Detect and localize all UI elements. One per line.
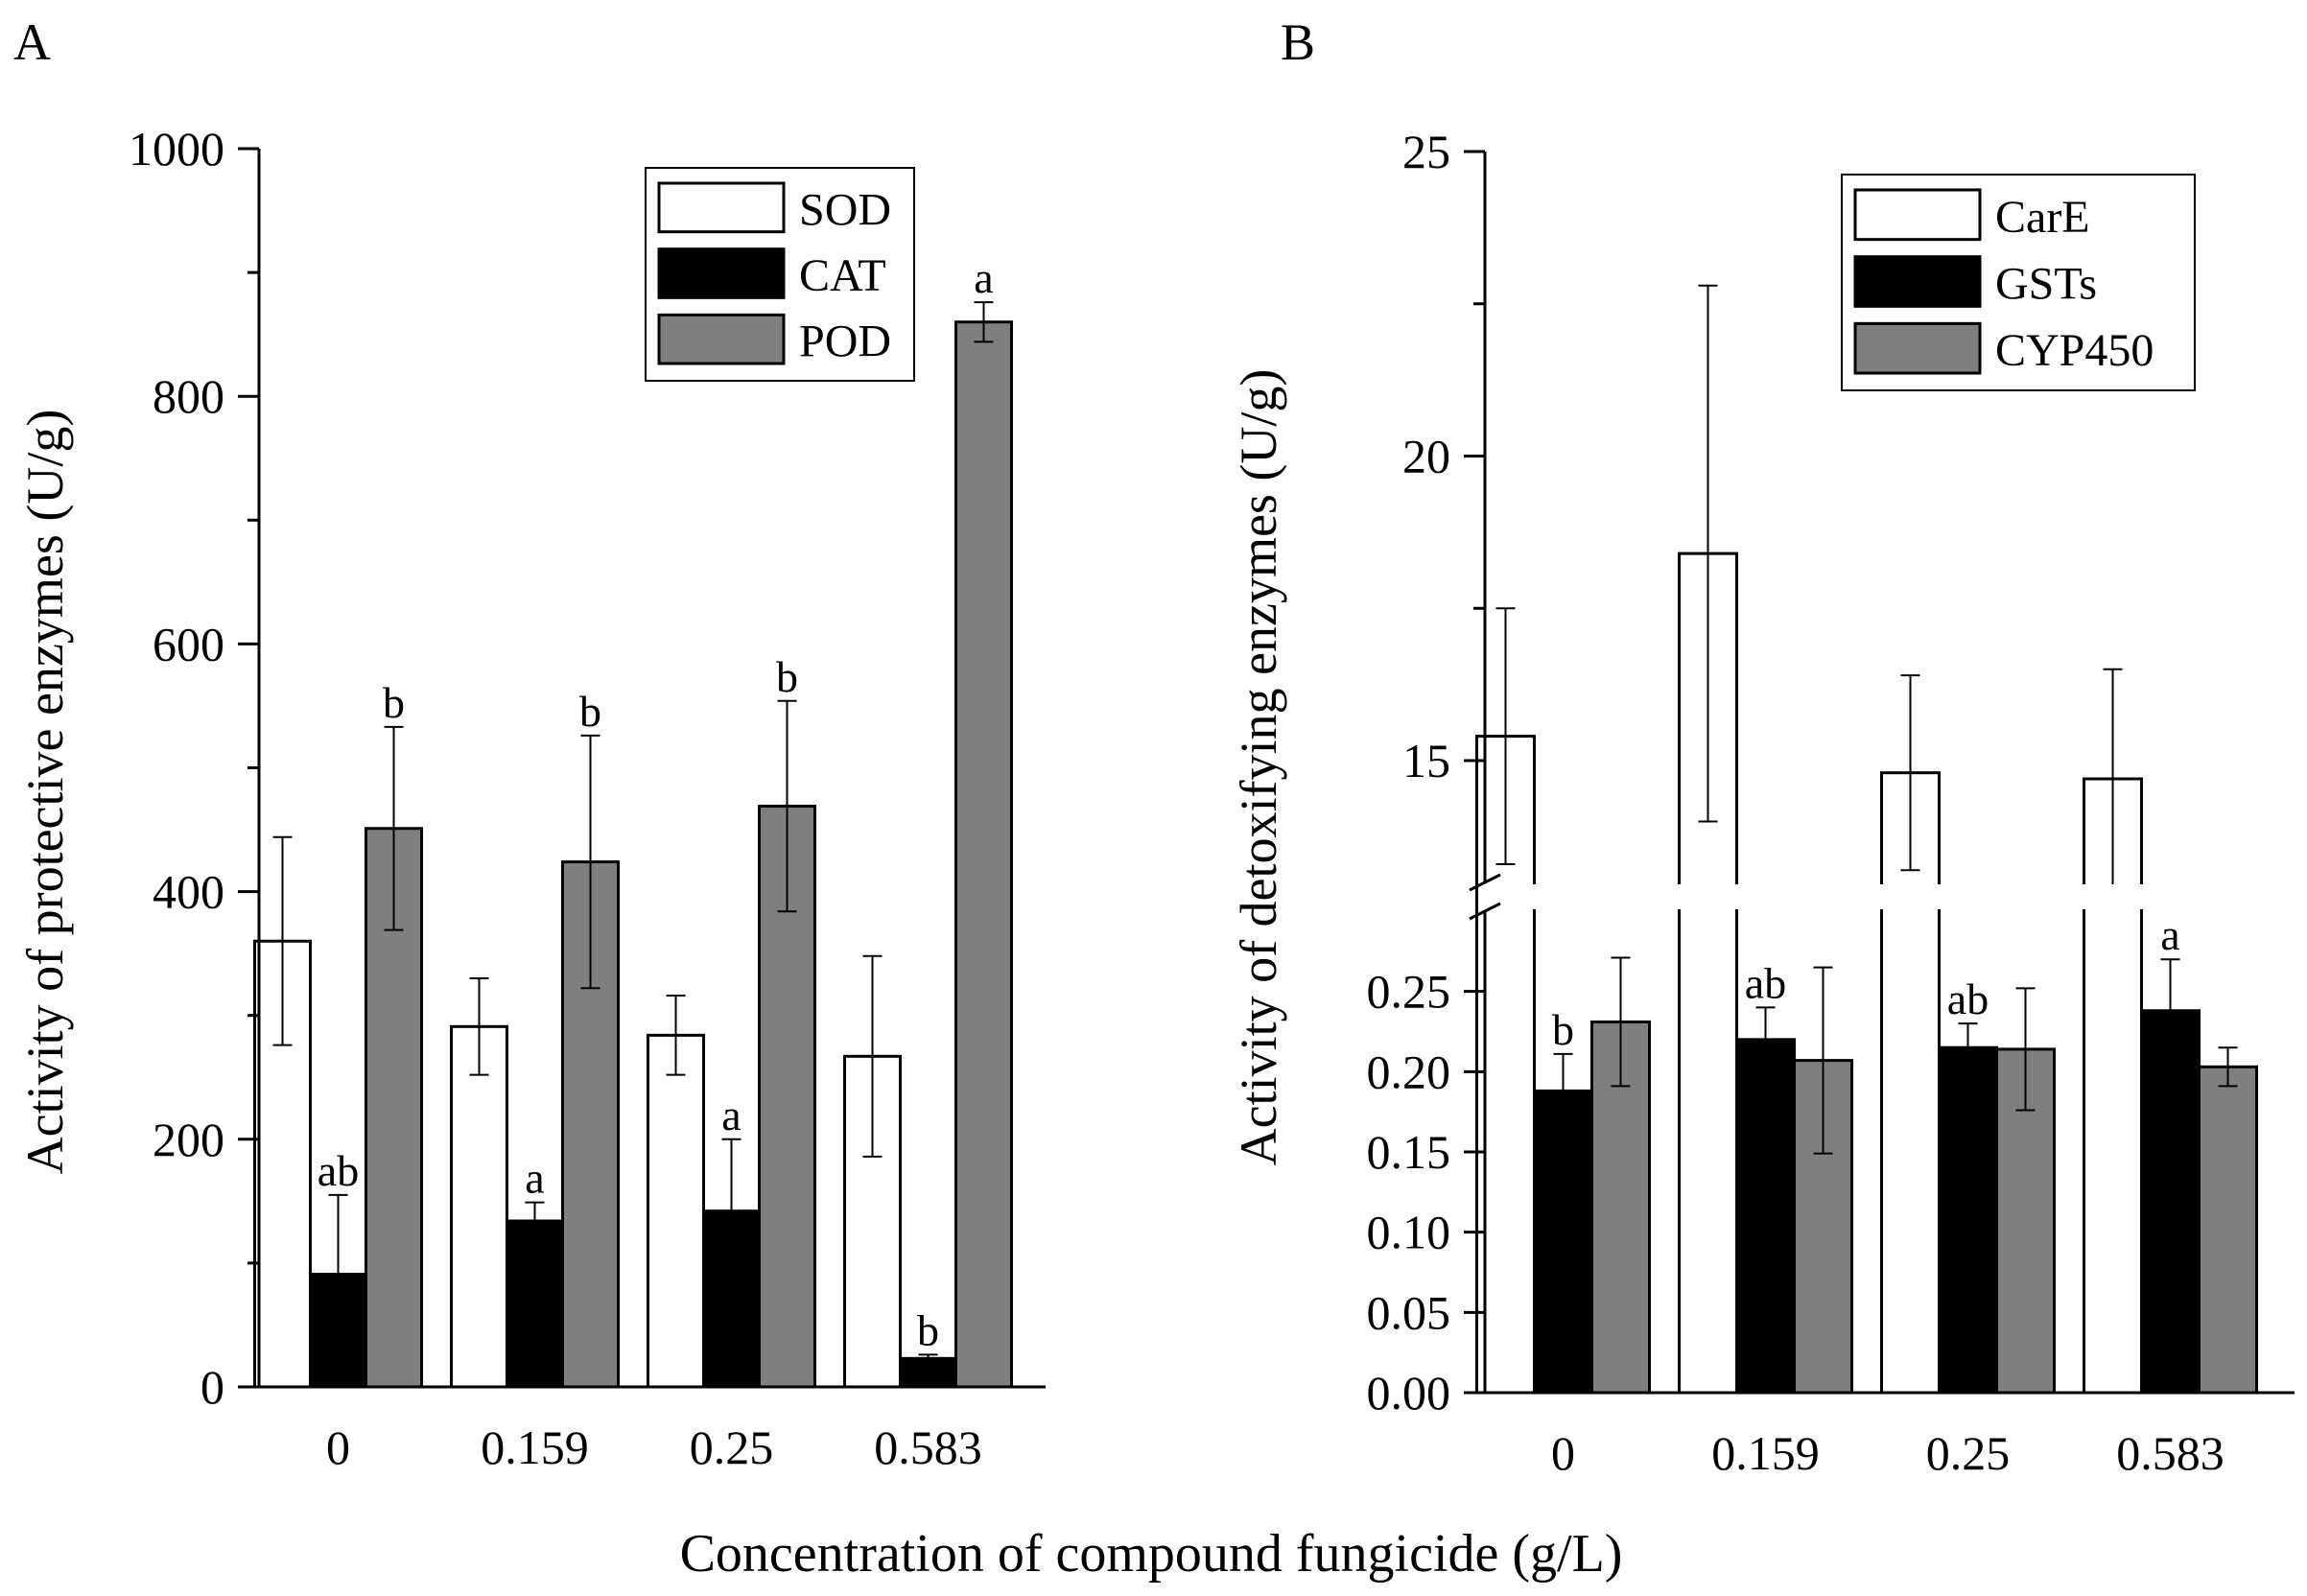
a-sig-label-cat-1: a (525, 1154, 544, 1203)
a-errorbar-pod-0 (384, 725, 404, 931)
b-y-tick-label-lower-1: 0.05 (1367, 1285, 1451, 1339)
b-bar-gsts-3 (2140, 1009, 2201, 1395)
a-x-tick-label-3: 0.583 (874, 1420, 982, 1474)
b-legend-swatch-gsts (1853, 255, 1982, 308)
b-errorbar-gsts-1 (1755, 1006, 1776, 1073)
a-y-tick-label-2: 400 (153, 865, 224, 919)
a-errorbar-sod-2 (666, 995, 686, 1076)
a-errorbar-pod-2 (777, 699, 797, 913)
b-sig-label-gsts-2: ab (1947, 974, 1989, 1023)
b-legend-label-gsts: GSTs (1995, 259, 2097, 310)
chart-panel-b: b ab ab a 15 20 25 0.00 0.05 0.10 0.15 0.20 0.25 0 0.1… (1230, 125, 2296, 1480)
a-bar-sod-1 (450, 1024, 508, 1389)
a-legend-label-pod: POD (799, 317, 891, 367)
b-y-axis-title: Activity of detoxifying enzymes (U/g) (1230, 369, 1287, 1166)
b-y-tick-label-upper-1: 20 (1402, 430, 1450, 483)
b-errorbar-cyp450-1 (1813, 966, 1833, 1155)
b-bar-gsts-1 (1735, 1038, 1796, 1395)
b-errorbar-gsts-0 (1553, 1052, 1573, 1129)
a-y-tick-label-3: 600 (153, 617, 224, 670)
a-sig-label-pod-2: b (776, 652, 798, 701)
b-legend-label-care: CarE (1995, 192, 2090, 243)
b-x-tick-label-1: 0.159 (1711, 1426, 1820, 1480)
a-sig-label-cat-0: ab (318, 1146, 359, 1195)
b-y-tick-label-lower-3: 0.15 (1367, 1125, 1451, 1179)
a-legend-label-sod: SOD (799, 184, 891, 235)
b-bars: b ab ab a (1475, 284, 2258, 1395)
b-x-tick-label-3: 0.583 (2116, 1426, 2225, 1480)
b-axis-break-gap (1487, 884, 2296, 909)
b-bar-cyp450-3 (2198, 1065, 2258, 1395)
a-errorbar-cat-3 (918, 1353, 938, 1364)
a-sig-label-cat-3: b (917, 1305, 939, 1354)
b-errorbar-cyp450-0 (1611, 956, 1631, 1088)
a-legend-label-cat: CAT (799, 250, 886, 301)
b-y-tick-label-lower-2: 0.10 (1367, 1206, 1451, 1259)
b-y-tick-label-upper-0: 15 (1402, 734, 1450, 787)
a-y-axis-title: Activity of protective enzymes (U/g) (16, 410, 74, 1175)
a-legend-swatch-pod (657, 313, 786, 365)
panel-label-b: B (1281, 13, 1315, 71)
b-errorbar-gsts-3 (2160, 958, 2180, 1064)
b-y-tick-label-lower-5: 0.25 (1367, 965, 1451, 1019)
b-x-tick-label-2: 0.25 (1926, 1426, 2011, 1480)
a-errorbar-cat-2 (721, 1138, 742, 1284)
a-y-tick-label-4: 800 (153, 369, 224, 423)
b-sig-label-gsts-1: ab (1745, 958, 1786, 1007)
a-errorbar-sod-3 (862, 954, 883, 1158)
b-sig-label-gsts-0: b (1552, 1005, 1574, 1054)
a-x-tick-label-0: 0 (326, 1420, 350, 1474)
b-errorbar-care-1 (1698, 284, 1718, 823)
b-errorbar-cyp450-2 (2015, 987, 2036, 1112)
a-errorbar-sod-1 (469, 976, 489, 1076)
a-errorbar-sod-0 (272, 835, 293, 1046)
a-errorbar-cat-0 (328, 1193, 348, 1355)
a-x-tick-label-1: 0.159 (481, 1420, 589, 1474)
a-y-tick-label-0: 0 (200, 1360, 224, 1414)
a-sig-label-pod-1: b (579, 687, 601, 736)
a-errorbar-cat-1 (525, 1201, 545, 1241)
b-legend-swatch-care (1853, 188, 1982, 242)
a-legend-swatch-sod (657, 181, 786, 234)
a-errorbar-pod-3 (974, 301, 994, 343)
b-sig-label-gsts-3: a (2160, 910, 2179, 959)
a-sig-label-pod-0: b (383, 678, 405, 727)
b-axis-break-mark-lower (1469, 902, 1501, 921)
b-errorbar-gsts-2 (1958, 1022, 1978, 1073)
a-bar-pod-3 (954, 320, 1013, 1389)
b-errorbar-care-0 (1495, 607, 1516, 865)
b-legend-swatch-cyp450 (1853, 321, 1982, 375)
a-bar-sod-2 (647, 1033, 705, 1389)
a-sig-label-pod-3: a (974, 253, 993, 302)
b-x-tick-label-0: 0 (1551, 1426, 1575, 1480)
a-x-tick-label-2: 0.25 (690, 1420, 774, 1474)
shared-x-axis-title: Concentration of compound fungicide (g/L… (680, 1524, 1623, 1584)
a-sig-label-cat-2: a (721, 1091, 741, 1139)
b-y-tick-label-lower-0: 0.00 (1367, 1366, 1451, 1420)
b-bar-gsts-2 (1938, 1045, 1998, 1395)
b-errorbar-cyp450-3 (2218, 1046, 2238, 1088)
a-errorbar-pod-1 (580, 734, 600, 990)
a-bar-cat-1 (506, 1219, 564, 1389)
b-axis-break-mark-upper (1469, 873, 1501, 892)
a-y-tick-label-5: 1000 (129, 122, 224, 176)
panel-label-a: A (13, 13, 51, 71)
b-y-tick-label-lower-4: 0.20 (1367, 1044, 1451, 1098)
b-legend-label-cyp450: CYP450 (1995, 325, 2154, 376)
b-y-tick-label-upper-2: 25 (1402, 125, 1450, 178)
b-bar-gsts-0 (1533, 1089, 1593, 1395)
b-errorbar-care-2 (1900, 674, 1920, 872)
a-y-tick-label-1: 200 (153, 1113, 224, 1166)
a-legend-swatch-cat (657, 247, 786, 299)
